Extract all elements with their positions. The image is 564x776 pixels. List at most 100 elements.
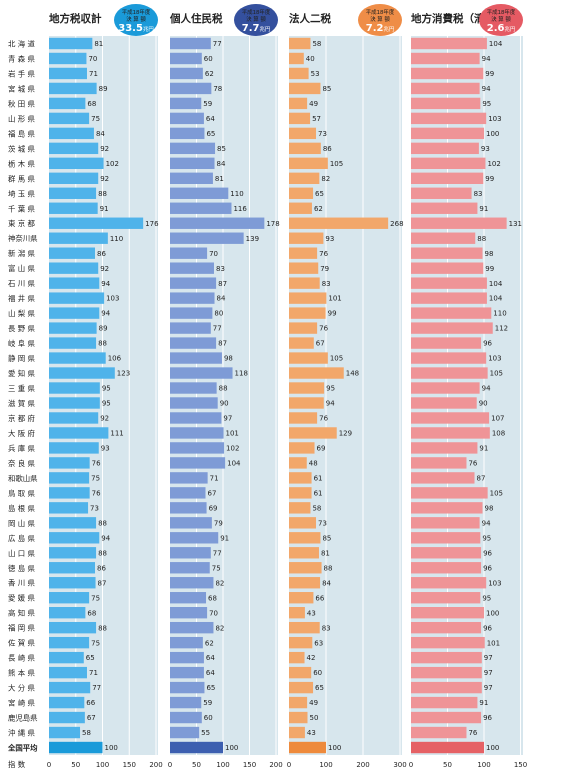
bar	[170, 82, 212, 95]
bar-value-label: 55	[201, 729, 210, 737]
bar	[289, 726, 305, 739]
bar	[411, 397, 477, 409]
bar-value-label: 50	[310, 714, 319, 722]
x-tick-label: 200	[149, 761, 162, 769]
category-label: 大 阪 府	[8, 429, 35, 438]
bar-value-label: 75	[91, 474, 100, 482]
bar-value-label: 83	[474, 190, 483, 198]
category-label: 青 森 県	[8, 54, 35, 63]
bar	[49, 442, 99, 454]
bar-value-label: 100	[486, 130, 499, 138]
bar	[49, 412, 99, 424]
bar-value-label: 131	[509, 220, 522, 228]
panel-3: 5840538549577386105826562268937679831019…	[287, 4, 407, 769]
bar-value-label: 100	[328, 744, 341, 752]
bar-value-label: 95	[482, 100, 491, 108]
bar-value-label: 88	[324, 564, 333, 572]
bar-value-label: 58	[82, 729, 91, 737]
category-label: 大 分 県	[8, 684, 35, 693]
bar	[411, 562, 482, 574]
category-label: 長 崎 県	[8, 654, 35, 663]
bar	[411, 382, 480, 394]
bar	[411, 172, 484, 184]
bar-value-label: 81	[94, 40, 103, 48]
bar-value-label: 178	[266, 220, 279, 228]
x-tick-label: 300	[393, 761, 406, 769]
bar-value-label: 86	[97, 564, 106, 572]
bar	[170, 502, 207, 514]
bar-value-label: 103	[106, 295, 119, 303]
bar	[49, 711, 85, 724]
bar-value-label: 92	[100, 175, 109, 183]
x-tick-label: 50	[71, 761, 80, 769]
bar-value-label: 268	[390, 220, 403, 228]
bar-value-label: 63	[314, 639, 323, 647]
category-label: 岐 阜 県	[8, 339, 35, 348]
bar	[49, 142, 99, 155]
category-labels: 北 海 道青 森 県岩 手 県宮 城 県秋 田 県山 形 県福 島 県茨 城 県…	[7, 39, 38, 752]
bar	[170, 621, 214, 634]
bar-value-label: 67	[316, 340, 325, 348]
bar	[49, 636, 90, 649]
bar	[289, 367, 344, 379]
bar-value-label: 91	[479, 445, 488, 453]
category-label: 三 重 県	[8, 384, 35, 393]
bar	[289, 562, 322, 574]
bar-value-label: 99	[485, 265, 494, 273]
category-label: 福 岡 県	[8, 624, 35, 633]
x-tick-label: 0	[168, 761, 172, 769]
bar	[289, 487, 312, 499]
bar	[289, 247, 318, 259]
bar	[49, 502, 89, 514]
bar-value-label: 75	[91, 115, 100, 123]
bar	[49, 337, 97, 349]
bar-value-label: 70	[209, 250, 218, 258]
bar	[49, 397, 100, 409]
bar-value-label: 68	[87, 100, 96, 108]
bar	[170, 651, 204, 664]
bar-value-label: 43	[307, 609, 316, 617]
bar	[411, 741, 484, 754]
bar	[49, 577, 96, 589]
bar-value-label: 104	[227, 460, 241, 468]
badge-total-value: 33.5兆円	[118, 23, 153, 34]
panel-background	[49, 36, 158, 755]
bar	[49, 517, 97, 529]
bar-value-label: 92	[100, 415, 109, 423]
bar-value-label: 100	[105, 744, 118, 752]
bar	[49, 307, 100, 319]
bar-value-label: 64	[206, 654, 215, 662]
bar	[49, 217, 144, 229]
bar	[411, 547, 482, 559]
bar	[170, 427, 224, 439]
bar	[49, 681, 91, 694]
bar-value-label: 98	[224, 355, 233, 363]
bar-value-label: 104	[489, 40, 503, 48]
bar-value-label: 82	[215, 579, 224, 587]
bar	[49, 666, 87, 679]
bar-value-label: 76	[319, 415, 328, 423]
bar-value-label: 77	[92, 684, 101, 692]
bar-value-label: 76	[92, 460, 101, 468]
bar-value-label: 77	[213, 549, 222, 557]
bar	[170, 592, 207, 604]
category-label: 山 形 県	[8, 114, 35, 123]
category-label: 茨 城 県	[8, 144, 35, 153]
bar	[170, 532, 219, 544]
bar-value-label: 64	[206, 669, 215, 677]
bar-value-label: 92	[100, 145, 109, 153]
category-label: 熊 本 県	[8, 669, 35, 678]
bar	[411, 307, 492, 319]
category-label: 新 潟 県	[8, 249, 35, 258]
bar-value-label: 105	[490, 489, 503, 497]
badge-caption-label: 決 算 額	[126, 15, 146, 23]
bar	[49, 592, 90, 604]
bar-value-label: 101	[226, 430, 239, 438]
bar	[49, 187, 97, 199]
bar-value-label: 87	[218, 280, 227, 288]
bar-value-label: 82	[215, 624, 224, 632]
bar	[289, 457, 307, 469]
bar	[289, 202, 312, 214]
category-label: 京 都 府	[8, 414, 35, 423]
badge-total-value: 2.6兆円	[487, 23, 516, 34]
